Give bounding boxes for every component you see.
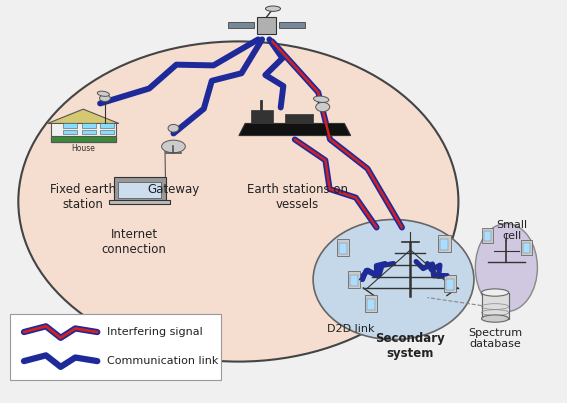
Text: Small
cell: Small cell bbox=[497, 220, 527, 241]
Text: D2D link: D2D link bbox=[328, 324, 375, 334]
Bar bbox=[63, 130, 77, 135]
Bar bbox=[109, 200, 171, 204]
Text: Fixed earth
station: Fixed earth station bbox=[50, 183, 116, 212]
Ellipse shape bbox=[481, 315, 509, 322]
Bar bbox=[100, 123, 114, 128]
Bar bbox=[521, 240, 532, 256]
Bar bbox=[337, 239, 349, 256]
Ellipse shape bbox=[99, 95, 111, 102]
Bar bbox=[50, 136, 116, 142]
Ellipse shape bbox=[313, 220, 474, 340]
Bar bbox=[523, 243, 530, 253]
Bar bbox=[481, 293, 509, 318]
Bar bbox=[367, 299, 375, 310]
Text: Communication link: Communication link bbox=[108, 356, 219, 366]
Ellipse shape bbox=[475, 224, 538, 312]
Bar bbox=[484, 231, 491, 241]
Ellipse shape bbox=[265, 6, 281, 11]
Bar bbox=[444, 275, 456, 292]
Ellipse shape bbox=[168, 125, 179, 132]
Bar bbox=[119, 182, 161, 198]
Polygon shape bbox=[239, 123, 350, 135]
Polygon shape bbox=[48, 109, 119, 123]
Bar bbox=[441, 239, 448, 250]
Ellipse shape bbox=[314, 96, 329, 102]
Bar bbox=[339, 243, 346, 254]
Text: Gateway: Gateway bbox=[147, 183, 200, 197]
Bar bbox=[82, 123, 96, 128]
Bar bbox=[100, 130, 114, 135]
Bar bbox=[350, 275, 358, 286]
Bar bbox=[82, 130, 96, 135]
Ellipse shape bbox=[481, 289, 509, 296]
Text: House: House bbox=[71, 144, 95, 153]
Bar bbox=[63, 123, 77, 128]
Bar bbox=[228, 22, 253, 28]
Bar bbox=[113, 177, 166, 201]
Bar bbox=[438, 235, 451, 252]
Bar bbox=[10, 314, 222, 380]
Bar bbox=[257, 17, 276, 34]
Bar bbox=[50, 123, 116, 142]
Bar bbox=[280, 22, 305, 28]
Ellipse shape bbox=[162, 140, 185, 153]
Bar bbox=[348, 271, 360, 289]
Bar bbox=[446, 279, 454, 290]
Bar bbox=[482, 228, 493, 243]
Text: Earth stations on
vessels: Earth stations on vessels bbox=[247, 183, 348, 212]
Bar bbox=[285, 114, 314, 123]
Bar bbox=[251, 110, 273, 123]
Ellipse shape bbox=[316, 102, 329, 112]
Text: Internet
connection: Internet connection bbox=[101, 228, 167, 256]
Text: Spectrum
database: Spectrum database bbox=[468, 328, 522, 349]
Text: Interfering signal: Interfering signal bbox=[108, 327, 203, 337]
Ellipse shape bbox=[98, 91, 109, 96]
Ellipse shape bbox=[18, 42, 458, 361]
Text: Secondary
system: Secondary system bbox=[375, 332, 445, 359]
Bar bbox=[365, 295, 377, 312]
